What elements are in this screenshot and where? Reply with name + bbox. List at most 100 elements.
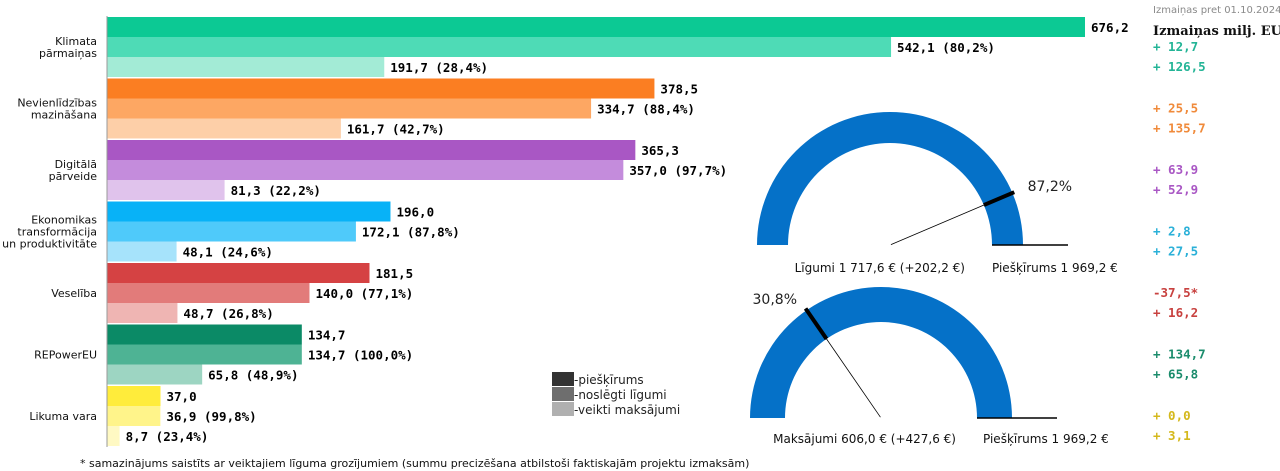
bar [107,160,624,180]
bar [107,57,385,77]
category-label: pārveide [49,170,98,183]
bar [107,283,310,303]
bar [107,324,302,345]
change-value: + 27,5 [1153,244,1198,259]
gauge-contracts: 87,2% Līgumi 1 717,6 € (+202,2 €) Piešķīru… [757,112,1118,275]
gauge-payments: 30,8% Maksājumi 606,0 € (+427,6 €) Piešķīr… [750,287,1109,446]
change-value: + 25,5 [1153,101,1198,116]
bar [107,140,636,160]
legend-label: -piešķīrums [574,373,644,387]
gauge-right-label: Piešķīrums 1 969,2 € [992,261,1118,275]
bar-value-label: 140,0 (77,1%) [315,286,413,301]
bar-value-label: 542,1 (80,2%) [897,40,995,55]
legend-label: -noslēgti līgumi [574,388,667,402]
category-label: Nevienlīdzības [17,97,97,110]
bar [107,263,370,283]
bar [107,426,120,446]
legend-label: -veikti maksājumi [574,403,680,417]
change-value: + 2,8 [1153,224,1191,239]
change-value: + 16,2 [1153,305,1198,320]
bar [107,364,203,385]
bar-value-label: 676,2 [1091,20,1129,35]
category-label: Klimata [55,35,97,48]
bar [107,180,225,200]
bar [107,241,177,262]
bar-value-label: 196,0 [396,205,434,220]
bar-value-label: 191,7 (28,4%) [390,60,488,75]
changes-header-small: Izmaiņas pret 01.10.2024 [1153,5,1280,16]
gauges: 87,2% Līgumi 1 717,6 € (+202,2 €) Piešķīru… [750,112,1118,446]
gauge-arc [757,112,1023,245]
bar [107,221,356,242]
change-value: + 63,9 [1153,162,1198,177]
changes-header: Izmaiņas milj. EUR [1153,24,1280,39]
category-label: transformācija [17,226,97,239]
bar-value-label: 8,7 (23,4%) [126,429,209,444]
change-value: + 52,9 [1153,182,1198,197]
change-value: -37,5* [1153,285,1198,300]
gauge-percent: 87,2% [1028,179,1072,195]
category-group: Veselība 181,5 140,0 (77,1%) 48,7 (26,8%) [51,263,413,323]
bar [107,37,892,57]
bar-value-label: 37,0 [167,389,197,404]
change-value: + 135,7 [1153,121,1206,136]
category-group: REPowerEU 134,7 134,7 (100,0%) 65,8 (48,9%) [34,324,413,385]
gauge-needle-marker [983,190,1016,207]
bar-value-label: 48,7 (26,8%) [183,306,273,321]
gauge-needle-marker [803,307,829,341]
bar-value-label: 334,7 (88,4%) [597,102,695,117]
category-label: Veselība [51,287,97,300]
change-value: + 3,1 [1153,428,1191,443]
gauge-left-label: Līgumi 1 717,6 € (+202,2 €) [795,261,965,275]
legend-swatch [552,372,574,386]
bar [107,78,655,99]
gauge-right-label: Piešķīrums 1 969,2 € [983,432,1109,446]
bar-value-label: 65,8 (48,9%) [208,368,298,383]
footnote: * samazinājums saistīts ar veiktajiem lī… [80,457,749,470]
bar-value-label: 378,5 [660,82,698,97]
bar-value-label: 36,9 (99,8%) [166,409,256,424]
change-value: + 126,5 [1153,59,1206,74]
legend: -piešķīrums-noslēgti līgumi-veikti maksā… [552,372,680,417]
changes-column: Izmaiņas pret 01.10.2024 Izmaiņas milj. … [1153,5,1280,443]
bar-value-label: 365,3 [641,143,679,158]
bar-value-label: 161,7 (42,7%) [347,122,445,137]
bar [107,201,391,222]
change-value: + 12,7 [1153,39,1198,54]
bar [107,17,1085,37]
bar [107,98,592,119]
category-label: mazināšana [31,109,97,122]
bar [107,344,302,365]
bar [107,386,161,406]
bar-value-label: 357,0 (97,7%) [629,163,727,178]
bar-value-label: 48,1 (24,6%) [183,245,273,260]
bar [107,406,161,426]
category-label: Digitālā [55,158,97,171]
bar-value-label: 134,7 (100,0%) [308,348,413,363]
legend-swatch [552,387,574,401]
change-value: + 65,8 [1153,367,1198,382]
category-label: un produktivitāte [2,238,97,251]
bar-value-label: 172,1 (87,8%) [362,225,460,240]
change-value: + 134,7 [1153,347,1206,362]
legend-swatch [552,402,574,416]
category-group: Likuma vara 37,0 36,9 (99,8%) 8,7 (23,4%) [29,386,257,446]
gauge-percent: 30,8% [753,292,797,308]
category-label: pārmaiņas [39,47,97,60]
bar [107,303,178,323]
gauge-left-label: Maksājumi 606,0 € (+427,6 €) [773,432,956,446]
category-label: Likuma vara [29,410,97,423]
bar-value-label: 81,3 (22,2%) [231,183,321,198]
change-value: + 0,0 [1153,408,1191,423]
bar-value-label: 181,5 [376,266,414,281]
category-label: REPowerEU [34,349,97,362]
category-label: Ekonomikas [31,214,97,227]
bar-value-label: 134,7 [308,328,346,343]
bar [107,118,341,139]
